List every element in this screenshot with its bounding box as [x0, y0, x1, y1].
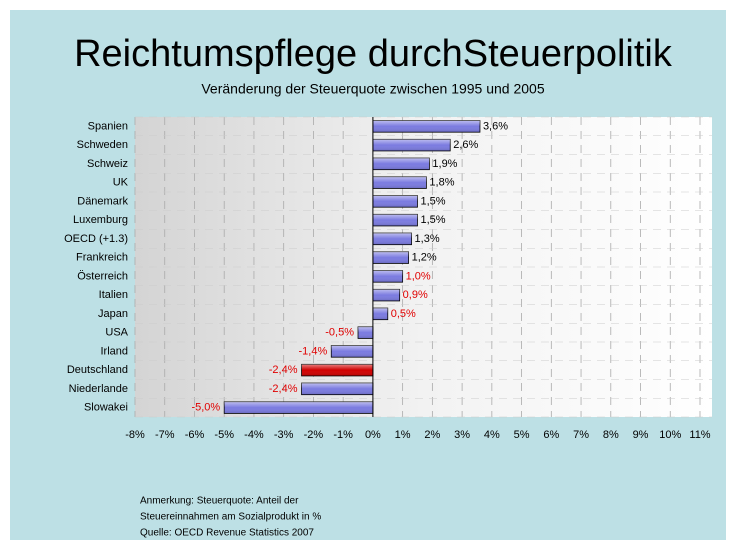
x-tick-label: -8% [125, 429, 145, 441]
y-tick-label: Irland [100, 345, 128, 357]
bar-shade [372, 233, 412, 245]
bar-shade [224, 401, 373, 414]
bar-shade [372, 176, 427, 189]
chart-subtitle: Veränderung der Steuerquote zwischen 199… [201, 81, 544, 97]
data-label: 1,9% [432, 158, 457, 170]
data-label: 1,8% [429, 177, 454, 189]
note: Quelle: OECD Revenue Statistics 2007 [140, 528, 314, 539]
y-tick-label: Niederlande [69, 383, 128, 395]
x-tick-label: 10% [659, 429, 681, 441]
data-label: -2,4% [269, 383, 298, 395]
data-label: 1,3% [415, 233, 440, 245]
bar-shade [372, 120, 480, 133]
x-tick-label: 1% [395, 429, 411, 441]
y-tick-label: Österreich [77, 270, 128, 282]
data-label: 1,5% [421, 195, 446, 207]
x-tick-label: 7% [573, 429, 589, 441]
data-label: -2,4% [269, 364, 298, 376]
y-tick-label: Schweiz [87, 158, 128, 170]
y-tick-label: Frankreich [76, 252, 128, 264]
y-tick-label: USA [105, 327, 128, 339]
bar-shade [358, 326, 373, 339]
x-tick-label: -7% [155, 429, 175, 441]
x-tick-label: -6% [185, 429, 205, 441]
data-label: 0,9% [403, 289, 428, 301]
bar-shade [372, 270, 403, 283]
x-tick-label: 11% [689, 429, 710, 441]
bar-shade [372, 158, 430, 170]
x-tick-label: 5% [514, 429, 530, 441]
x-tick-label: 9% [633, 429, 649, 441]
x-tick-label: 2% [424, 429, 440, 441]
bar-shade [372, 195, 418, 208]
bar-shade [372, 214, 418, 226]
y-tick-label: Schweden [77, 139, 128, 151]
x-tick-label: 0% [365, 429, 381, 441]
data-label: -0,5% [325, 327, 354, 339]
data-label: 1,5% [421, 214, 446, 226]
y-tick-label: Slowakei [84, 402, 128, 414]
data-label: -5,0% [191, 402, 220, 414]
x-tick-label: 6% [543, 429, 559, 441]
y-tick-label: Luxemburg [73, 214, 128, 226]
note: Anmerkung: Steuerquote: Anteil der [140, 496, 299, 507]
x-tick-label: -1% [333, 429, 353, 441]
data-label: 2,6% [453, 139, 478, 151]
x-tick-label: 3% [454, 429, 470, 441]
data-label: 1,2% [412, 252, 437, 264]
y-tick-label: UK [113, 177, 129, 189]
bar-shade [301, 383, 373, 395]
notes: Anmerkung: Steuerquote: Anteil der Steuer… [140, 496, 321, 539]
bar-shade [372, 308, 388, 320]
x-tick-label: 4% [484, 429, 500, 441]
data-label: 3,6% [483, 120, 508, 132]
bar-shade [331, 345, 373, 358]
x-tick-label: -2% [304, 429, 324, 441]
data-label: -1,4% [299, 345, 328, 357]
bar-shade [372, 251, 409, 264]
y-tick-label: Japan [98, 308, 128, 320]
bar-shade [301, 364, 373, 376]
note: Steuereinnahmen am Sozialprodukt in % [140, 512, 321, 523]
y-tick-label: OECD (+1.3) [64, 233, 128, 245]
chart-title: Reichtumspflege durchSteuerpolitik [74, 33, 673, 75]
x-tick-label: -5% [214, 429, 234, 441]
data-label: 0,5% [391, 308, 416, 320]
data-label: 1,0% [406, 270, 431, 282]
x-tick-label: -3% [274, 429, 294, 441]
x-tick-label: 8% [603, 429, 619, 441]
x-tick-label: -4% [244, 429, 264, 441]
y-tick-label: Deutschland [67, 364, 128, 376]
bar-shade [372, 139, 451, 151]
y-tick-label: Dänemark [77, 195, 128, 207]
y-tick-label: Italien [99, 289, 128, 301]
y-tick-label: Spanien [88, 120, 128, 132]
bar-shade [372, 289, 400, 301]
